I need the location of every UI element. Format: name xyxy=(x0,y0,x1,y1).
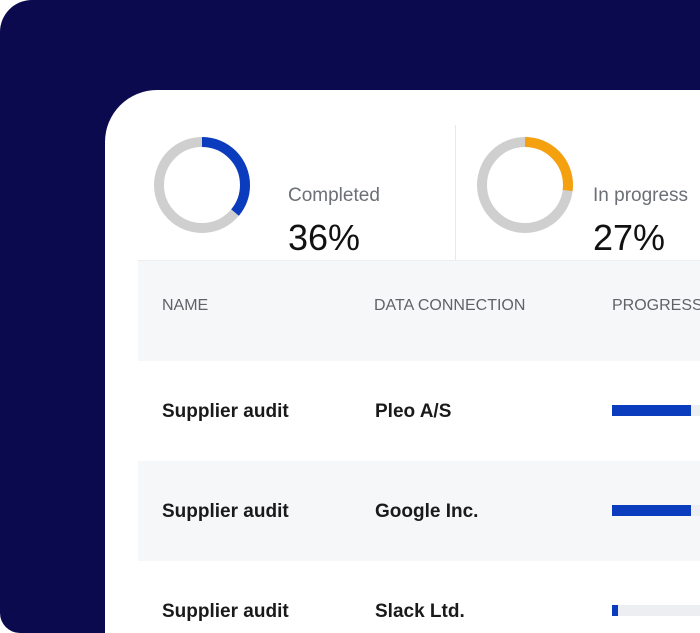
progress-bar xyxy=(612,505,700,516)
divider xyxy=(455,125,456,260)
table-row[interactable]: Supplier audit Pleo A/S xyxy=(138,361,700,461)
stat-value: 27% xyxy=(593,217,666,258)
audit-table: NAME DATA CONNECTION PROGRESS Supplier a… xyxy=(138,260,700,633)
stat-in-progress: In progress 27% xyxy=(475,125,700,260)
stat-label: Completed xyxy=(288,185,380,206)
table-row[interactable]: Supplier audit Slack Ltd. xyxy=(138,561,700,633)
table-header: NAME DATA CONNECTION PROGRESS xyxy=(138,260,700,361)
progress-fill xyxy=(612,505,692,516)
stat-label: In progress xyxy=(593,185,689,206)
in-progress-donut-chart xyxy=(477,137,573,233)
row-name: Supplier audit xyxy=(162,501,289,522)
header-data-connection[interactable]: DATA CONNECTION xyxy=(374,297,526,314)
row-name: Supplier audit xyxy=(162,401,289,422)
progress-bar xyxy=(612,405,700,416)
donut-arc xyxy=(154,137,250,233)
row-connection: Pleo A/S xyxy=(375,401,452,422)
completed-donut-chart xyxy=(154,137,250,233)
progress-bar xyxy=(612,605,700,616)
table-row[interactable]: Supplier audit Google Inc. xyxy=(138,461,700,561)
row-name: Supplier audit xyxy=(162,601,289,622)
header-name[interactable]: NAME xyxy=(162,297,209,314)
row-connection: Slack Ltd. xyxy=(375,601,465,622)
stat-completed: Completed 36% xyxy=(152,125,442,260)
progress-fill xyxy=(612,605,619,616)
stat-value: 36% xyxy=(288,217,361,258)
donut-arc xyxy=(477,137,573,233)
progress-fill xyxy=(612,405,692,416)
row-connection: Google Inc. xyxy=(375,501,479,522)
header-progress[interactable]: PROGRESS xyxy=(612,297,700,314)
dashboard-card: Completed 36% In progress 27% NAME DATA … xyxy=(105,90,700,633)
